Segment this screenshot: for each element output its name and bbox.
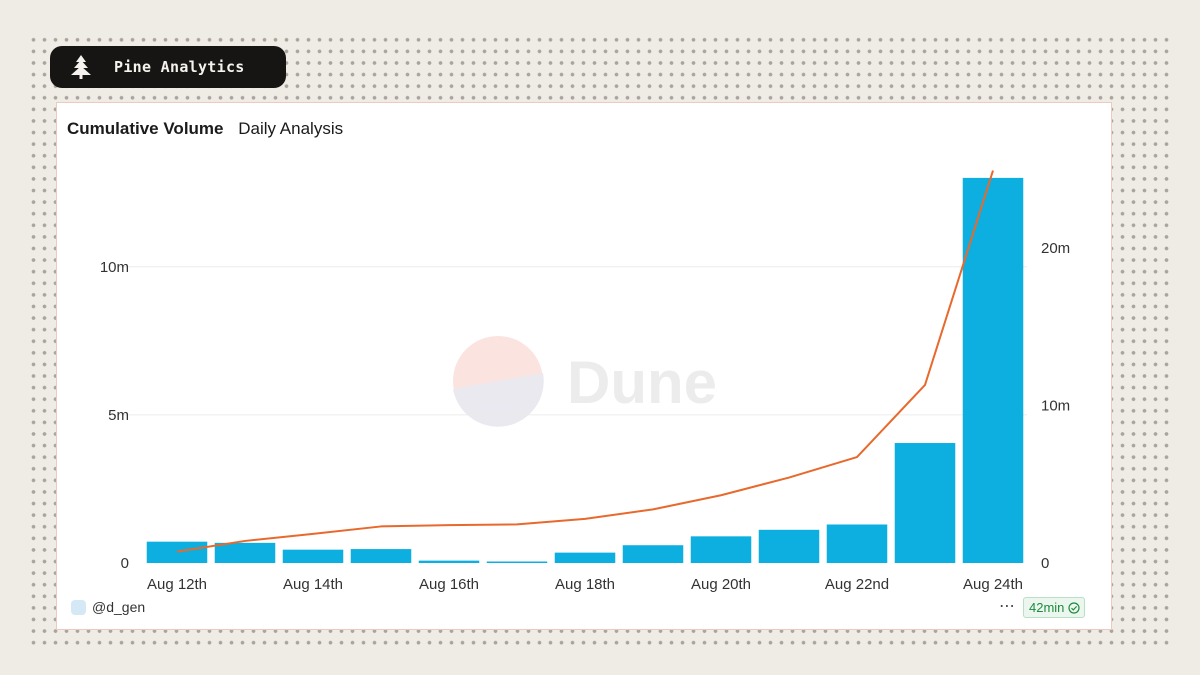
bar-aug-15th[interactable]: [350, 549, 412, 563]
combo-chart: Dune 0 5m 10m 0 10m 20m Aug 12th Aug 14th Aug …: [100, 170, 1070, 593]
dune-watermark: Dune: [453, 336, 717, 427]
y-left-tick-label: 0: [121, 555, 129, 572]
x-tick-label: Aug 24th: [963, 576, 1023, 593]
more-dots-icon[interactable]: ⋯: [999, 598, 1016, 615]
x-tick-label: Aug 16th: [419, 576, 479, 593]
check-circle-icon: [1068, 601, 1081, 614]
brand-name: Pine Analytics: [114, 58, 245, 76]
refresh-age-badge[interactable]: 42min: [1023, 597, 1086, 618]
x-tick-label: Aug 12th: [147, 576, 207, 593]
x-tick-label: Aug 14th: [283, 576, 343, 593]
y-right-tick-label: 0: [1041, 555, 1049, 572]
bar-aug-23rd[interactable]: [894, 443, 956, 563]
bar-aug-20th[interactable]: [690, 536, 752, 563]
y-left-tick-label: 10m: [100, 259, 129, 276]
bar-aug-22nd[interactable]: [826, 524, 888, 563]
bar-aug-24th[interactable]: [962, 177, 1024, 563]
chart-card: Cumulative Volume Daily Analysis Dune 0 5…: [56, 102, 1112, 630]
brand-badge: Pine Analytics: [50, 46, 286, 88]
user-avatar: [71, 599, 86, 615]
author[interactable]: @d_gen: [71, 599, 145, 615]
cumulative-line: [176, 170, 994, 553]
pine-tree-icon: [71, 55, 91, 79]
chart-title-sub: Daily Analysis: [238, 119, 344, 138]
author-name: @d_gen: [92, 599, 146, 615]
y-left-tick-label: 5m: [108, 407, 129, 424]
chart-title: Cumulative Volume Daily Analysis: [67, 119, 343, 139]
bar-aug-18th[interactable]: [554, 552, 616, 563]
x-tick-label: Aug 22nd: [825, 576, 889, 593]
y-right-tick-label: 20m: [1041, 240, 1070, 257]
bar-aug-21st[interactable]: [758, 529, 820, 563]
x-tick-label: Aug 20th: [691, 576, 751, 593]
y-right-tick-label: 10m: [1041, 397, 1070, 414]
bar-aug-14th[interactable]: [282, 549, 344, 563]
bar-aug-13th[interactable]: [214, 542, 276, 563]
x-tick-label: Aug 18th: [555, 576, 615, 593]
watermark-text: Dune: [567, 349, 717, 416]
chart-title-main: Cumulative Volume: [67, 119, 224, 138]
bar-aug-16th[interactable]: [418, 560, 480, 563]
bar-aug-17th[interactable]: [486, 561, 548, 563]
bar-aug-12th[interactable]: [146, 541, 208, 563]
bar-aug-19th[interactable]: [622, 545, 684, 563]
age-text: 42min: [1029, 600, 1065, 615]
